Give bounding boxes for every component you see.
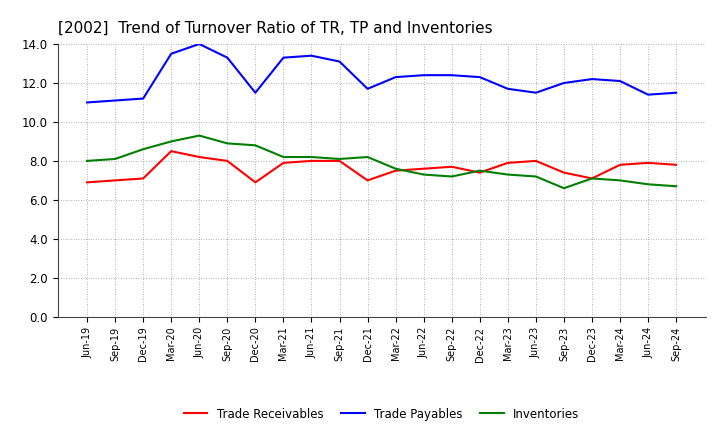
Line: Inventories: Inventories <box>87 136 676 188</box>
Inventories <box>644 182 652 187</box>
Trade Receivables <box>279 160 288 165</box>
Trade Receivables <box>167 149 176 154</box>
Inventories <box>391 166 400 171</box>
Line: Trade Payables: Trade Payables <box>87 44 676 103</box>
Trade Receivables <box>111 178 120 183</box>
Trade Payables <box>139 96 148 101</box>
Trade Payables <box>672 90 680 95</box>
Inventories <box>307 154 316 160</box>
Trade Receivables <box>83 180 91 185</box>
Line: Trade Receivables: Trade Receivables <box>87 151 676 182</box>
Inventories <box>111 156 120 161</box>
Trade Receivables <box>364 178 372 183</box>
Trade Payables <box>391 74 400 80</box>
Trade Receivables <box>419 166 428 171</box>
Trade Receivables <box>559 170 568 175</box>
Inventories <box>672 183 680 189</box>
Trade Payables <box>475 74 484 80</box>
Trade Receivables <box>251 180 260 185</box>
Trade Receivables <box>447 164 456 169</box>
Inventories <box>279 154 288 160</box>
Inventories <box>447 174 456 179</box>
Trade Receivables <box>195 154 204 160</box>
Inventories <box>364 154 372 160</box>
Trade Receivables <box>475 170 484 175</box>
Trade Receivables <box>588 176 596 181</box>
Inventories <box>223 141 232 146</box>
Inventories <box>167 139 176 144</box>
Inventories <box>195 133 204 138</box>
Trade Payables <box>195 41 204 47</box>
Trade Payables <box>251 90 260 95</box>
Trade Receivables <box>644 160 652 165</box>
Trade Receivables <box>139 176 148 181</box>
Trade Payables <box>588 77 596 82</box>
Inventories <box>616 178 624 183</box>
Trade Payables <box>336 59 344 64</box>
Inventories <box>83 158 91 164</box>
Inventories <box>588 176 596 181</box>
Trade Receivables <box>616 162 624 168</box>
Trade Payables <box>419 73 428 78</box>
Trade Payables <box>531 90 540 95</box>
Inventories <box>475 168 484 173</box>
Trade Payables <box>503 86 512 92</box>
Trade Payables <box>279 55 288 60</box>
Trade Payables <box>447 73 456 78</box>
Trade Payables <box>111 98 120 103</box>
Inventories <box>336 156 344 161</box>
Inventories <box>251 143 260 148</box>
Trade Receivables <box>336 158 344 164</box>
Trade Payables <box>307 53 316 59</box>
Trade Payables <box>644 92 652 97</box>
Trade Receivables <box>503 160 512 165</box>
Legend: Trade Receivables, Trade Payables, Inventories: Trade Receivables, Trade Payables, Inven… <box>179 403 585 425</box>
Trade Payables <box>83 100 91 105</box>
Trade Receivables <box>307 158 316 164</box>
Trade Payables <box>167 51 176 56</box>
Inventories <box>139 147 148 152</box>
Trade Payables <box>364 86 372 92</box>
Trade Receivables <box>391 168 400 173</box>
Inventories <box>503 172 512 177</box>
Trade Receivables <box>672 162 680 168</box>
Inventories <box>419 172 428 177</box>
Trade Receivables <box>531 158 540 164</box>
Text: [2002]  Trend of Turnover Ratio of TR, TP and Inventories: [2002] Trend of Turnover Ratio of TR, TP… <box>58 21 492 36</box>
Trade Payables <box>223 55 232 60</box>
Trade Receivables <box>223 158 232 164</box>
Trade Payables <box>559 81 568 86</box>
Inventories <box>531 174 540 179</box>
Trade Payables <box>616 78 624 84</box>
Inventories <box>559 186 568 191</box>
